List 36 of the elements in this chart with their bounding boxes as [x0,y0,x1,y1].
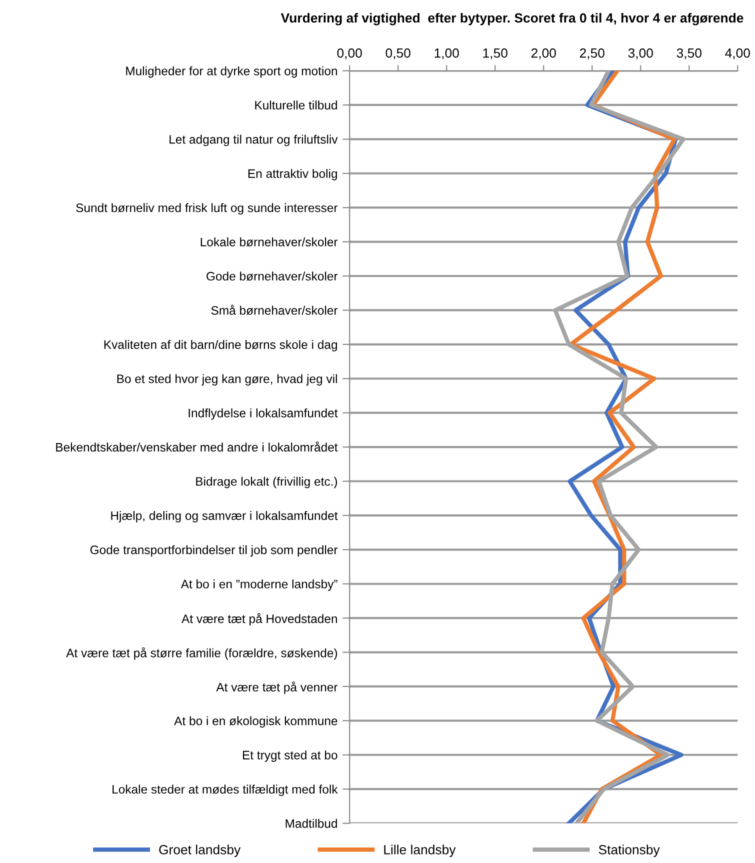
legend-label: Stationsby [598,844,660,857]
y-tick-label: En attraktiv bolig [248,168,337,180]
y-tick-label: Hjælp, deling og samvær i lokalsamfundet [111,511,338,522]
y-tick-label: At bo i en ”moderne landsby” [180,579,338,591]
y-tick-label: At være tæt på større familie (forældre, søskende) [66,647,338,660]
y-tick-label: Indflydelse i lokalsamfundet [188,408,338,420]
y-tick-label: Gode børnehaver/skoler [206,272,338,281]
y-tick-label: At være tæt på Hovedstaden [182,613,337,626]
y-tick-label: Bekendtskaber/venskaber med andre i lokalområdet [56,442,338,452]
x-tick-label: 0,00 [337,48,362,60]
y-tick-label: Madtilbud [286,818,337,828]
chart-title: Vurdering af vigtighed efter bytyper. Scoret fra 0 til 4, hvor 4 er afgørende [280,12,744,26]
x-tick-label: 0,50 [386,48,410,60]
x-tick-label: 3,00 [628,48,653,60]
x-tick-label: 4,00 [725,48,750,60]
x-tick-label: 2,00 [531,48,556,60]
y-tick-label: Lokale steder at mødes tilfældigt med folk [112,784,338,796]
y-tick-label: Kulturelle tilbud [255,100,337,110]
y-tick-label: Et trygt sted at bo [242,750,338,762]
y-tick-label: Sundt børneliv med frisk luft og sunde interesser [76,203,338,215]
y-tick-label: Bo et sted hvor jeg kan gøre, hvad jeg vil [117,374,337,386]
x-tick-label: 2,50 [580,48,604,60]
y-tick-label: At bo i en økologisk kommune [174,716,338,728]
legend-label: Groet landsby [159,844,241,857]
y-tick-label: Gode transportforbindelser til job som pendler [90,545,338,557]
y-tick-label: At være tæt på venner [216,682,338,694]
legend-label: Lille landsby [384,844,456,857]
x-tick-label: 1,00 [434,48,459,60]
y-tick-label: Lokale børnehaver/skoler [200,237,338,246]
x-tick-label: 1,50 [483,48,508,60]
y-tick-label: Små børnehaver/skoler [211,304,338,315]
y-tick-label: Muligheder for at dyrke sport og motion [126,66,337,78]
y-tick-label: Let adgang til natur og friluftsliv [170,134,338,146]
y-tick-label: Bidrage lokalt (frivillig etc.) [196,476,338,488]
y-tick-label: Kvaliteten af dit barn/dine børns skole i dag [104,340,337,352]
x-tick-label: 3,50 [676,48,702,60]
